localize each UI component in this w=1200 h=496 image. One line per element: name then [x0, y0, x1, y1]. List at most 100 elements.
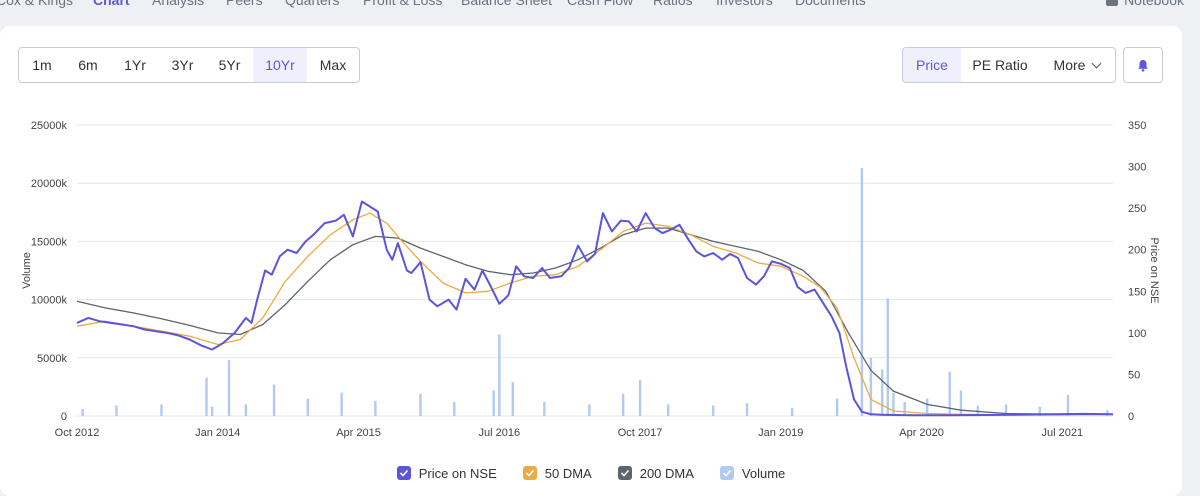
x-tick-label: Oct 2012 — [55, 427, 100, 439]
y-left-tick-label: 25000k — [31, 120, 68, 132]
volume-bar — [543, 402, 546, 416]
tab-quarters[interactable]: Quarters — [285, 0, 340, 8]
y-right-tick-label: 250 — [1128, 203, 1146, 215]
volume-bar — [210, 406, 214, 416]
volume-bar — [860, 168, 864, 416]
y-left-tick-label: 10000k — [31, 295, 68, 307]
legend-volume-label: Volume — [741, 465, 786, 481]
checkbox-checked-icon — [396, 466, 411, 480]
range-1m-button[interactable]: 1m — [32, 57, 52, 73]
checkbox-checked-icon — [719, 466, 734, 480]
pe-ratio-button[interactable]: PE Ratio — [972, 57, 1028, 73]
range-1yr-button[interactable]: 1Yr — [124, 57, 146, 73]
volume-bar — [886, 298, 889, 416]
tab-profit-loss[interactable]: Profit & Loss — [363, 0, 443, 8]
range-max-button[interactable]: Max — [319, 57, 347, 73]
more-label: More — [1053, 57, 1086, 73]
y-right-tick-label: 350 — [1128, 120, 1146, 132]
volume-bar — [638, 379, 642, 416]
tab-documents[interactable]: Documents — [795, 0, 866, 8]
price-button[interactable]: Price — [903, 48, 961, 82]
legend-50dma[interactable]: 50 DMA — [522, 463, 592, 483]
x-tick-label: Jul 2016 — [478, 427, 520, 439]
legend-price-label: Price on NSE — [418, 465, 497, 481]
legend-50dma-label: 50 DMA — [544, 465, 592, 481]
notebook-icon — [1106, 0, 1119, 6]
more-dropdown[interactable]: More — [1039, 48, 1115, 82]
legend-price[interactable]: Price on NSE — [396, 463, 497, 483]
volume-bar — [306, 398, 310, 416]
volume-bar — [511, 382, 514, 416]
range-selector: 1m 6m 1Yr 3Yr 5Yr 10Yr Max — [18, 47, 360, 83]
range-6m-button[interactable]: 6m — [78, 57, 98, 73]
range-3yr-button[interactable]: 3Yr — [171, 57, 194, 73]
volume-bar — [712, 405, 715, 416]
dma50-line — [76, 212, 1114, 416]
checkbox-checked-icon — [617, 466, 632, 480]
x-tick-label: Jul 2021 — [1042, 427, 1084, 439]
y-right-tick-label: 100 — [1128, 328, 1146, 340]
y-right-axis-title: Price on NSE — [1148, 237, 1160, 303]
volume-bar — [903, 402, 906, 416]
volume-bar — [869, 357, 873, 416]
top-tabs: Cox & Kings Chart Analysis Peers Quarter… — [0, 0, 1200, 14]
volume-bar — [160, 404, 163, 416]
y-right-tick-label: 200 — [1128, 245, 1146, 257]
volume-bar — [1038, 406, 1042, 416]
tab-analysis[interactable]: Analysis — [152, 0, 205, 8]
legend-200dma[interactable]: 200 DMA — [617, 463, 694, 483]
y-left-tick-label: 15000k — [31, 236, 68, 248]
volume-bar — [227, 360, 231, 416]
volume-bar — [666, 404, 670, 416]
tab-chart[interactable]: Chart — [93, 0, 130, 8]
volume-bar — [115, 405, 118, 416]
volume-bar — [880, 369, 884, 416]
range-10yr-button[interactable]: 10Yr — [253, 48, 307, 82]
volume-bar — [205, 377, 208, 416]
chart-legend: Price on NSE 50 DMA 200 DMA Volume — [0, 463, 1182, 483]
volume-bar — [419, 393, 422, 416]
x-tick-label: Oct 2017 — [618, 427, 663, 439]
volume-bar — [745, 403, 749, 416]
y-left-axis-title: Volume — [21, 252, 33, 289]
volume-bar — [1066, 395, 1070, 416]
range-5yr-button[interactable]: 5Yr — [218, 57, 241, 73]
volume-bar — [272, 384, 276, 416]
volume-bar — [453, 402, 456, 416]
tab-cash-flow[interactable]: Cash Flow — [567, 0, 634, 8]
volume-bar — [835, 398, 839, 416]
volume-bar — [340, 392, 343, 416]
alert-button[interactable] — [1123, 47, 1163, 83]
x-tick-label: Apr 2020 — [899, 427, 944, 439]
y-left-tick-label: 0 — [61, 411, 67, 423]
volume-bar — [492, 390, 495, 416]
x-tick-label: Jan 2014 — [195, 427, 240, 439]
volume-bar — [588, 404, 591, 416]
y-right-tick-label: 50 — [1128, 369, 1140, 381]
volume-bar — [925, 398, 929, 416]
bell-icon — [1138, 59, 1148, 72]
x-tick-label: Apr 2015 — [336, 427, 381, 439]
legend-200dma-label: 200 DMA — [639, 465, 694, 481]
y-left-tick-label: 20000k — [31, 178, 68, 190]
x-tick-label: Jan 2019 — [758, 427, 803, 439]
volume-bar — [244, 404, 248, 416]
volume-bar — [498, 334, 501, 416]
checkbox-checked-icon — [522, 466, 537, 480]
notebook-link[interactable]: Notebook — [1106, 0, 1184, 8]
volume-bar — [790, 407, 794, 416]
y-right-tick-label: 150 — [1128, 286, 1146, 298]
tab-balance-sheet[interactable]: Balance Sheet — [461, 0, 553, 8]
tab-ratios[interactable]: Ratios — [653, 0, 693, 8]
notebook-label: Notebook — [1124, 0, 1184, 8]
volume-bar — [1106, 410, 1109, 416]
y-right-tick-label: 300 — [1128, 162, 1146, 174]
tab-peers[interactable]: Peers — [226, 0, 263, 8]
volume-bar — [621, 393, 625, 416]
tab-investors[interactable]: Investors — [716, 0, 773, 8]
tab-company[interactable]: Cox & Kings — [0, 0, 74, 8]
volume-bar — [1004, 404, 1008, 416]
y-right-tick-label: 0 — [1128, 411, 1134, 423]
legend-volume[interactable]: Volume — [719, 463, 786, 483]
